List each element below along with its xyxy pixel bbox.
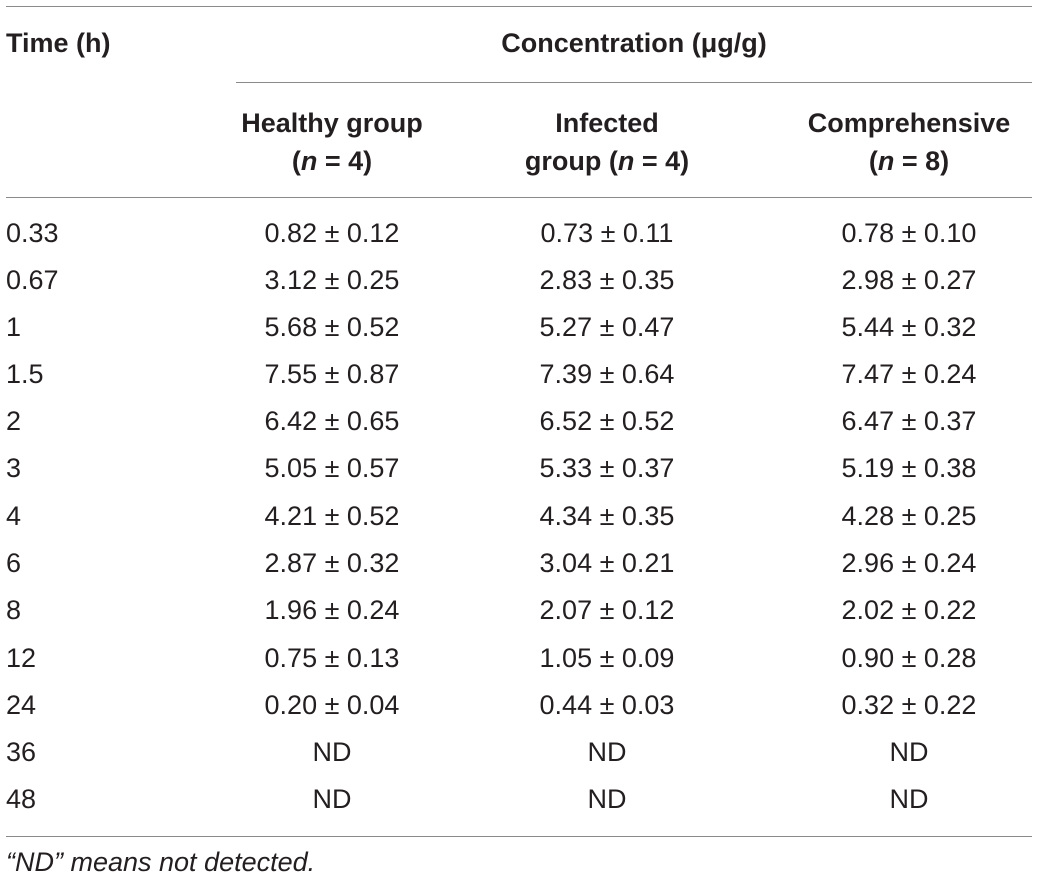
column-header-infected: Infected group (n = 4) [507, 104, 707, 180]
table-cell-time: 3 [6, 453, 22, 483]
time-column-header: Time (h) [6, 28, 111, 58]
table-cell-comprehensive: 0.32 ± 0.22 [841, 690, 977, 720]
table-cell-time: 48 [6, 784, 37, 814]
table-cell-comprehensive: 5.44 ± 0.32 [841, 312, 977, 342]
table-cell-infected: 7.39 ± 0.64 [539, 359, 675, 389]
table-cell-comprehensive: 0.78 ± 0.10 [841, 218, 977, 248]
table-footnote: “ND” means not detected. [6, 847, 316, 877]
group-header-rule [236, 82, 1032, 83]
table-cell-infected: ND [587, 737, 627, 767]
table-cell-comprehensive: 7.47 ± 0.24 [841, 359, 977, 389]
table-cell-comprehensive: 6.47 ± 0.37 [841, 406, 977, 436]
table-cell-healthy: ND [312, 784, 352, 814]
table-cell-comprehensive: 4.28 ± 0.25 [841, 501, 977, 531]
column-header-healthy-line1: Healthy group [241, 108, 423, 138]
table-cell-comprehensive: ND [889, 784, 929, 814]
table-cell-healthy: 0.82 ± 0.12 [264, 218, 400, 248]
table-cell-healthy: 6.42 ± 0.65 [264, 406, 400, 436]
table-cell-comprehensive: 2.02 ± 0.22 [841, 595, 977, 625]
column-header-healthy-line2: (n = 4) [291, 146, 373, 176]
column-header-comprehensive-line2: (n = 8) [868, 146, 950, 176]
table-cell-comprehensive: 2.98 ± 0.27 [841, 265, 977, 295]
table-cell-healthy: 1.96 ± 0.24 [264, 595, 400, 625]
table-bottom-rule [6, 836, 1032, 837]
table-cell-infected: 2.07 ± 0.12 [539, 595, 675, 625]
table-cell-healthy: 4.21 ± 0.52 [264, 501, 400, 531]
table-cell-infected: 2.83 ± 0.35 [539, 265, 675, 295]
table-cell-comprehensive: 2.96 ± 0.24 [841, 548, 977, 578]
table-cell-time: 1.5 [6, 359, 44, 389]
table-cell-time: 36 [6, 737, 37, 767]
table-cell-infected: 5.27 ± 0.47 [539, 312, 675, 342]
table-cell-time: 8 [6, 595, 22, 625]
column-header-infected-line2: group (n = 4) [524, 146, 690, 176]
table-cell-healthy: 5.68 ± 0.52 [264, 312, 400, 342]
table-cell-healthy: 3.12 ± 0.25 [264, 265, 400, 295]
header-bottom-rule [6, 197, 1032, 198]
table-cell-time: 0.33 [6, 218, 59, 248]
table-cell-comprehensive: ND [889, 737, 929, 767]
concentration-group-header: Concentration (μg/g) [501, 28, 767, 58]
table-cell-time: 1 [6, 312, 22, 342]
table-cell-time: 24 [6, 690, 37, 720]
column-header-infected-line1: Infected [555, 108, 659, 138]
table-cell-infected: ND [587, 784, 627, 814]
top-rule [6, 6, 1032, 7]
table-cell-infected: 0.73 ± 0.11 [540, 218, 674, 248]
table-cell-infected: 3.04 ± 0.21 [539, 548, 675, 578]
table-cell-time: 0.67 [6, 265, 59, 295]
table-cell-healthy: ND [312, 737, 352, 767]
column-header-comprehensive: Comprehensive (n = 8) [799, 104, 1019, 180]
column-header-healthy: Healthy group (n = 4) [232, 104, 432, 180]
table-cell-time: 4 [6, 501, 22, 531]
table-cell-time: 12 [6, 643, 37, 673]
table-cell-infected: 6.52 ± 0.52 [539, 406, 675, 436]
table-cell-infected: 4.34 ± 0.35 [539, 501, 675, 531]
table-cell-comprehensive: 5.19 ± 0.38 [841, 453, 977, 483]
table-cell-comprehensive: 0.90 ± 0.28 [841, 643, 977, 673]
table-cell-infected: 1.05 ± 0.09 [539, 643, 675, 673]
table-cell-time: 2 [6, 406, 22, 436]
table-cell-healthy: 0.75 ± 0.13 [264, 643, 400, 673]
table-cell-healthy: 7.55 ± 0.87 [264, 359, 400, 389]
table-cell-infected: 5.33 ± 0.37 [539, 453, 675, 483]
column-header-comprehensive-line1: Comprehensive [807, 108, 1011, 138]
table-cell-infected: 0.44 ± 0.03 [539, 690, 675, 720]
table-cell-healthy: 2.87 ± 0.32 [264, 548, 400, 578]
table-cell-healthy: 0.20 ± 0.04 [264, 690, 400, 720]
table-cell-healthy: 5.05 ± 0.57 [264, 453, 400, 483]
table-cell-time: 6 [6, 548, 22, 578]
